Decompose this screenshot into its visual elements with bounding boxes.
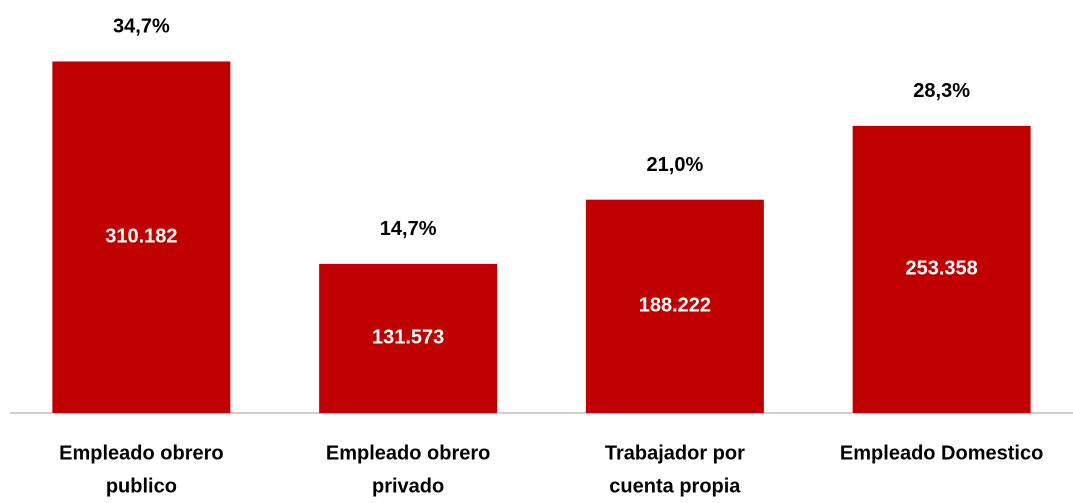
x-tick-label: Empleado obrero: [326, 442, 490, 464]
x-tick-label: cuenta propia: [609, 475, 741, 497]
x-tick-label: Empleado obrero: [59, 442, 223, 464]
x-tick-label: publico: [106, 475, 177, 497]
value-label: 188.222: [639, 295, 711, 317]
value-label: 131.573: [372, 327, 444, 349]
x-tick-label: Empleado Domestico: [840, 442, 1043, 464]
value-label: 253.358: [905, 258, 977, 280]
bar: [319, 263, 498, 413]
percent-label: 21,0%: [647, 154, 704, 176]
percent-label: 14,7%: [380, 218, 437, 240]
percent-label: 34,7%: [113, 16, 170, 38]
bar: [585, 199, 764, 413]
bar: [52, 61, 231, 414]
bar: [852, 125, 1031, 413]
percent-label: 28,3%: [913, 80, 970, 102]
x-tick-label: privado: [372, 475, 444, 497]
x-tick-label: Trabajador por: [605, 442, 745, 464]
value-label: 310.182: [105, 226, 177, 248]
